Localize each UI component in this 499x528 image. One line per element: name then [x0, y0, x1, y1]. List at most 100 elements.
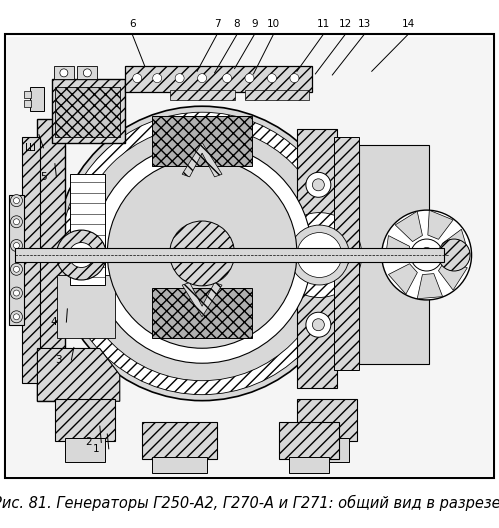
Circle shape	[312, 319, 324, 331]
Circle shape	[175, 73, 184, 83]
Bar	[54, 66, 74, 79]
Circle shape	[438, 239, 470, 271]
Text: 12: 12	[339, 19, 352, 29]
Polygon shape	[428, 210, 453, 239]
Circle shape	[290, 73, 299, 83]
Circle shape	[107, 158, 297, 348]
Circle shape	[223, 73, 232, 83]
Bar	[279, 422, 339, 459]
Bar	[297, 129, 337, 388]
Bar	[24, 91, 31, 98]
Text: 14: 14	[402, 19, 415, 29]
Circle shape	[13, 219, 19, 225]
Bar	[7, 37, 492, 476]
Circle shape	[10, 287, 22, 299]
Bar	[55, 87, 120, 137]
Circle shape	[61, 112, 343, 394]
Circle shape	[13, 266, 19, 272]
Circle shape	[297, 232, 342, 278]
Circle shape	[133, 73, 142, 83]
Polygon shape	[388, 263, 417, 294]
Bar	[30, 87, 44, 111]
Text: 1: 1	[93, 444, 100, 454]
Circle shape	[198, 73, 207, 83]
Bar	[152, 116, 252, 166]
Circle shape	[312, 179, 324, 191]
Bar	[77, 66, 97, 79]
Circle shape	[10, 216, 22, 228]
Text: 2: 2	[85, 438, 92, 447]
Circle shape	[277, 213, 362, 297]
Circle shape	[92, 144, 312, 363]
Polygon shape	[385, 235, 410, 262]
Bar	[57, 275, 115, 338]
Bar	[125, 66, 312, 92]
Circle shape	[75, 126, 329, 381]
Polygon shape	[395, 211, 423, 242]
Circle shape	[10, 195, 22, 206]
Bar	[142, 422, 217, 459]
Circle shape	[153, 73, 162, 83]
Bar	[37, 119, 65, 401]
Circle shape	[83, 69, 91, 77]
Circle shape	[10, 311, 22, 323]
Circle shape	[411, 239, 443, 271]
Bar	[309, 438, 349, 462]
Bar	[24, 100, 31, 107]
Circle shape	[269, 205, 369, 305]
Polygon shape	[182, 282, 222, 317]
Circle shape	[55, 106, 349, 401]
Text: 10: 10	[267, 19, 280, 29]
Circle shape	[13, 290, 19, 296]
Polygon shape	[439, 261, 468, 290]
Bar	[170, 90, 235, 100]
Bar	[334, 137, 359, 370]
Circle shape	[60, 69, 68, 77]
Bar	[245, 90, 309, 100]
Circle shape	[10, 263, 22, 275]
Circle shape	[69, 242, 94, 268]
Circle shape	[382, 210, 472, 300]
Circle shape	[75, 249, 87, 261]
Bar	[55, 399, 115, 441]
Text: 8: 8	[234, 19, 241, 29]
Polygon shape	[182, 143, 222, 177]
Circle shape	[10, 240, 22, 251]
Polygon shape	[442, 229, 469, 255]
Bar	[297, 399, 357, 441]
Polygon shape	[417, 274, 443, 299]
Bar	[65, 438, 105, 462]
Polygon shape	[37, 348, 120, 401]
Circle shape	[13, 314, 19, 320]
Circle shape	[56, 230, 106, 280]
Text: 6: 6	[129, 19, 136, 29]
Circle shape	[289, 225, 349, 285]
Text: 7: 7	[214, 19, 221, 29]
Bar	[52, 79, 125, 143]
Circle shape	[306, 312, 331, 337]
Text: 4: 4	[50, 317, 57, 327]
Circle shape	[419, 248, 434, 262]
Text: 9: 9	[251, 19, 258, 29]
Text: 13: 13	[358, 19, 371, 29]
Circle shape	[170, 221, 235, 286]
Text: 11: 11	[317, 19, 330, 29]
Circle shape	[306, 172, 331, 197]
Text: Рис. 81. Генераторы Г250-А2, Г270-А и Г271: общий вид в разрезе.: Рис. 81. Генераторы Г250-А2, Г270-А и Г2…	[0, 495, 499, 511]
Circle shape	[245, 73, 254, 83]
Circle shape	[13, 197, 19, 204]
Text: 3: 3	[55, 355, 62, 365]
Bar	[152, 288, 252, 338]
Text: 5: 5	[40, 172, 47, 182]
Circle shape	[13, 242, 19, 249]
Bar	[15, 248, 444, 262]
Bar	[152, 457, 207, 473]
Text: Ш: Ш	[25, 143, 36, 153]
Bar	[70, 174, 105, 285]
Circle shape	[267, 73, 276, 83]
Bar	[289, 457, 329, 473]
Bar	[9, 195, 24, 325]
Bar	[5, 34, 494, 478]
Bar	[359, 145, 429, 364]
Bar	[22, 137, 40, 383]
